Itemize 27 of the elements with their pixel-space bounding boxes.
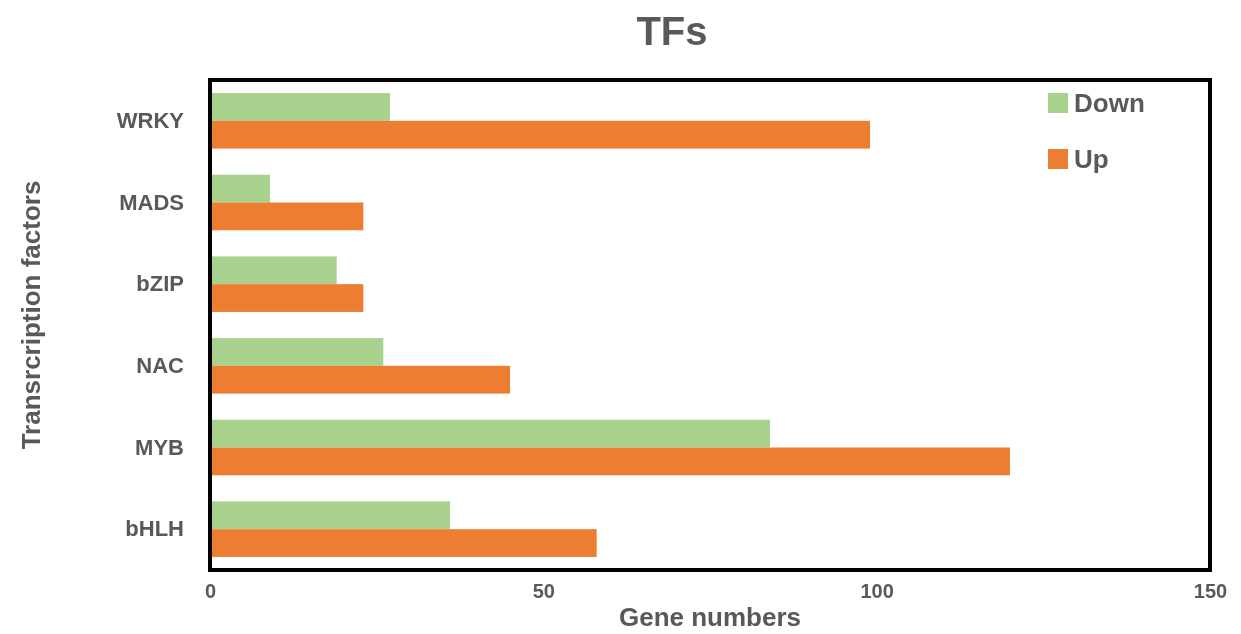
bar [210,447,1010,476]
x-tick-label: 100 [860,580,894,603]
bar [210,419,770,448]
x-tick-label: 150 [1193,580,1228,603]
y-tick-label: NAC [136,352,185,378]
legend-label: Down [1074,88,1145,118]
bar [210,365,510,394]
x-axis-title: Gene numbers [618,602,802,632]
bar [210,284,364,312]
bar [210,93,390,121]
y-tick-label: MADS [119,189,184,215]
legend-label: Up [1074,144,1109,174]
x-tick-label: 0 [204,580,217,603]
bar [210,256,337,285]
y-tick-label: WRKY [116,107,185,133]
bar [210,202,364,231]
bar [210,529,597,557]
bar [210,120,870,149]
y-tick-label: bHLH [125,516,184,542]
y-axis-title: Transrcription factors [16,180,46,450]
chart-title: TFs [636,9,708,53]
bar [210,174,270,203]
bar [210,338,384,366]
bar [210,501,450,530]
y-tick-label: MYB [135,434,184,460]
y-tick-label: bZIP [136,271,184,297]
x-tick-label: 50 [532,580,555,603]
